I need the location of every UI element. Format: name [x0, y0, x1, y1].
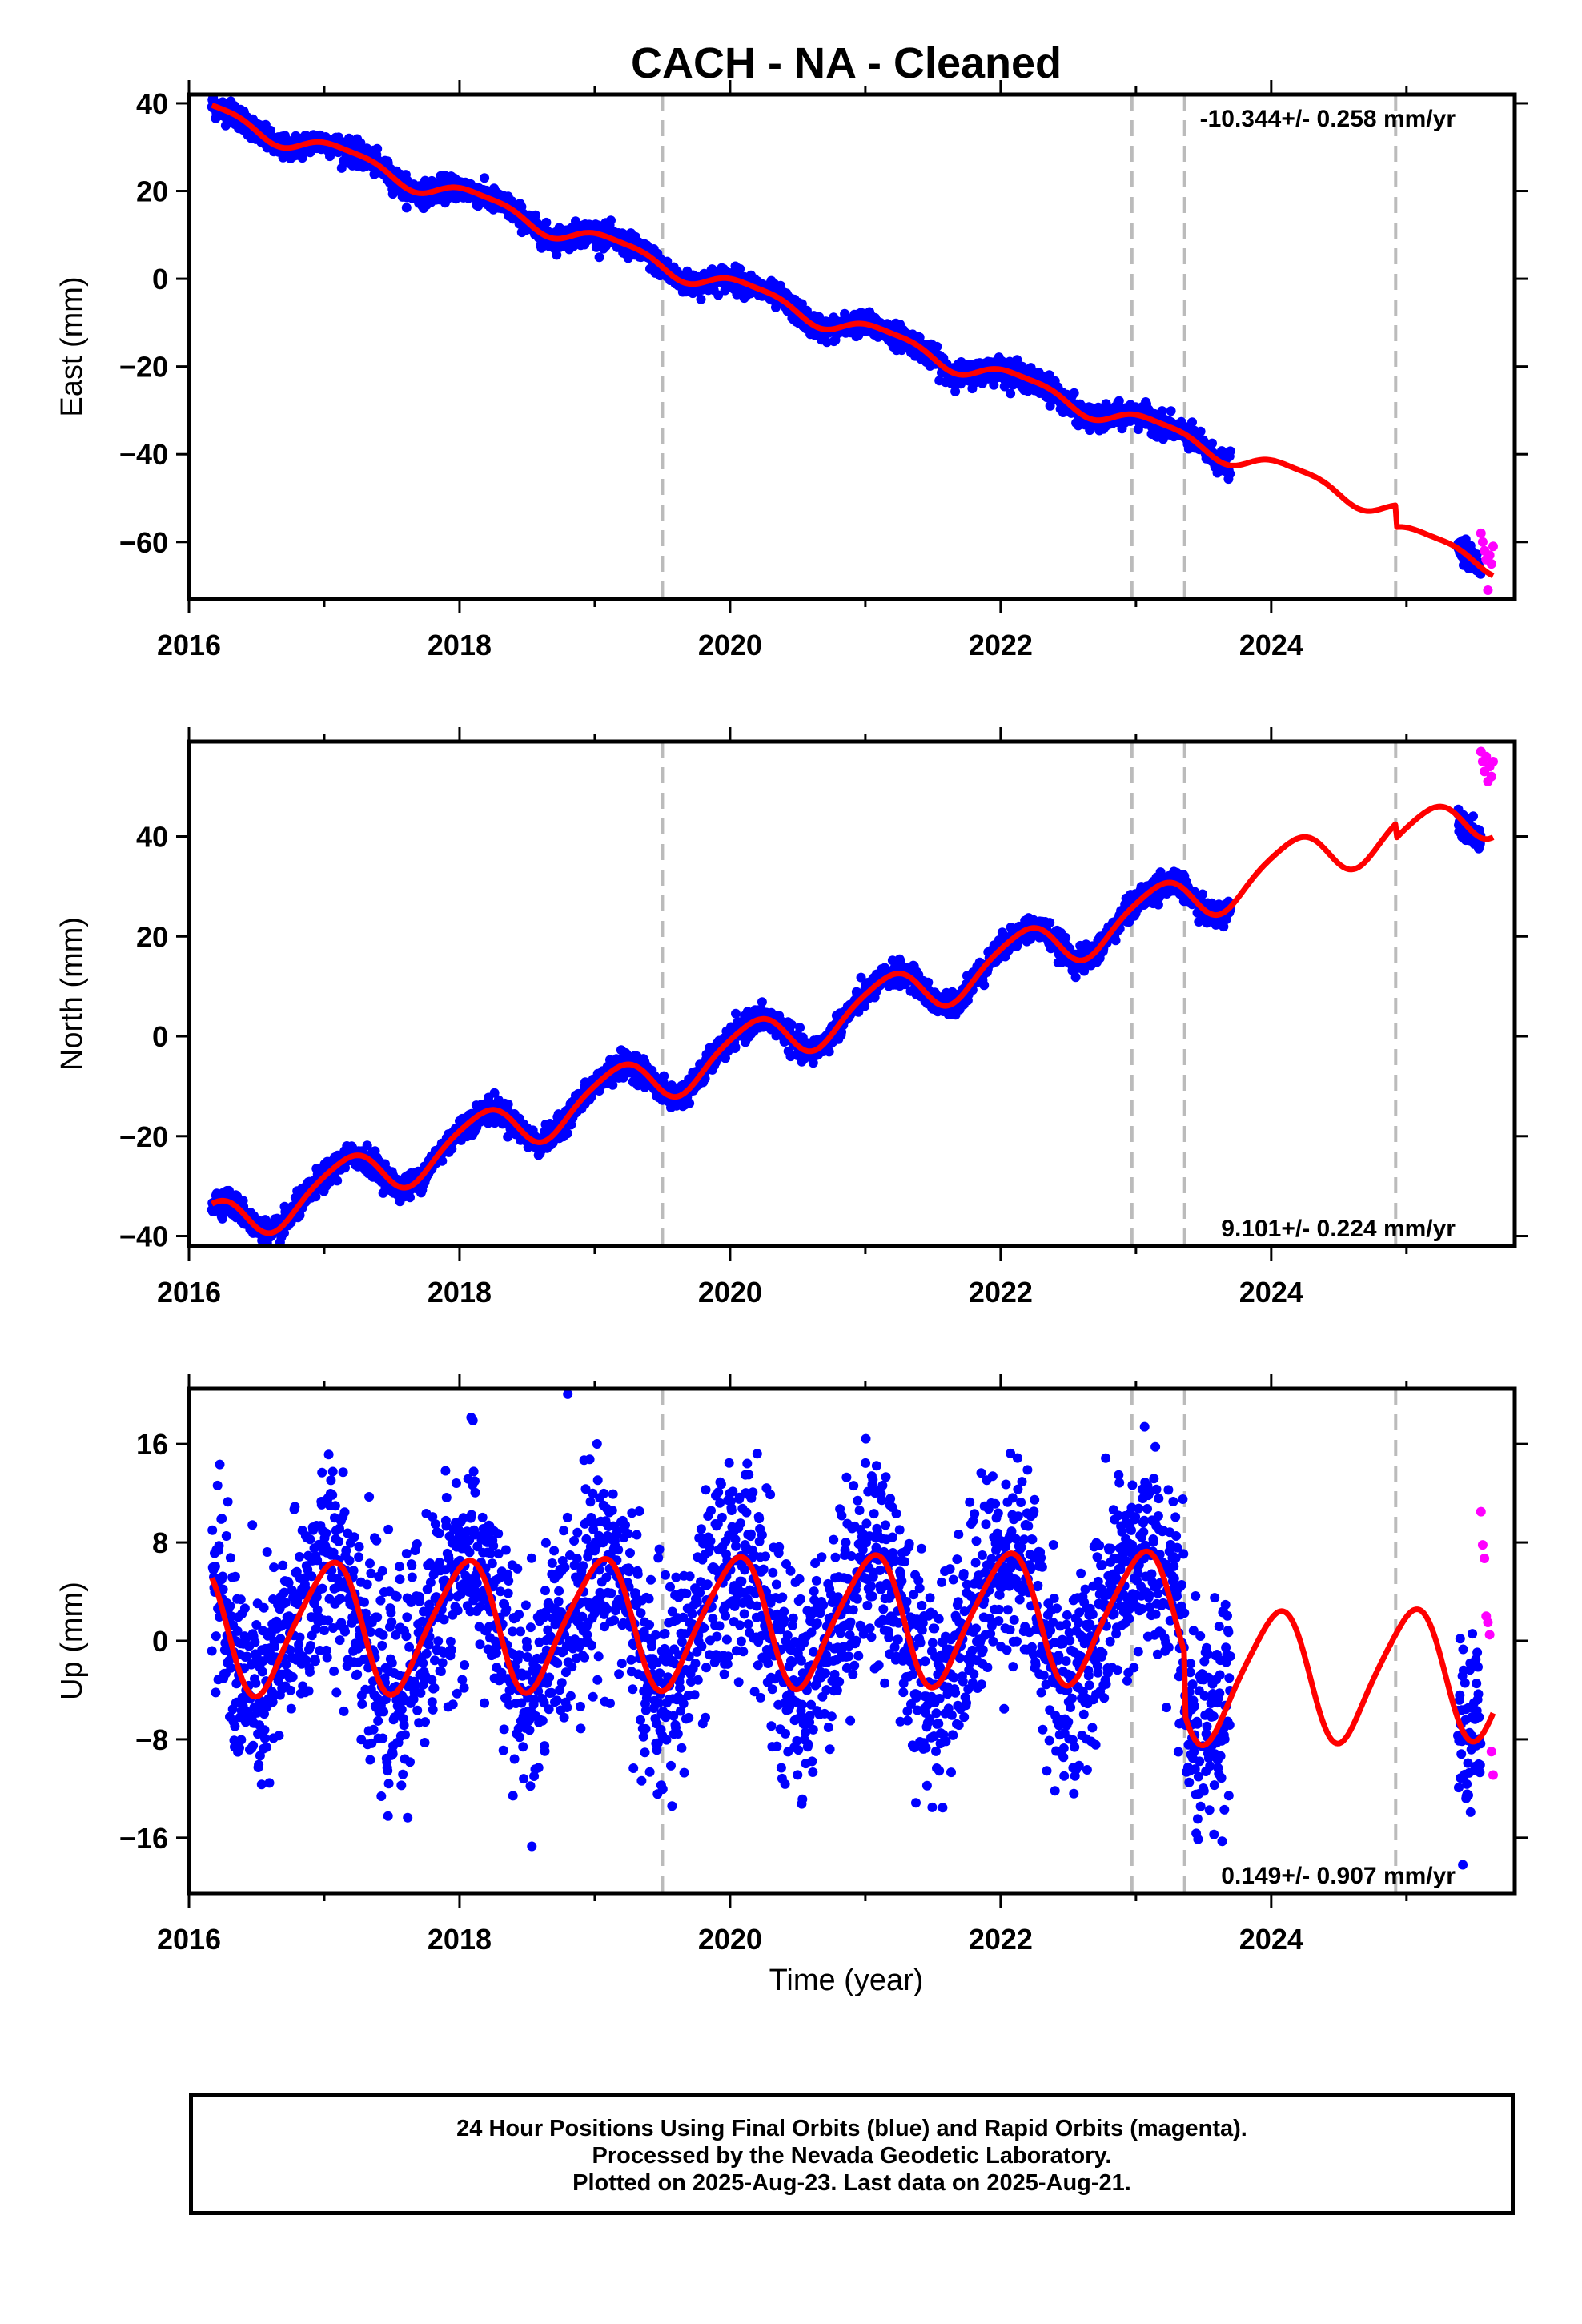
- final-orbit-point: [340, 1163, 350, 1173]
- final-orbit-point: [437, 1156, 448, 1166]
- final-orbit-point: [808, 1058, 818, 1068]
- final-orbit-point: [405, 1192, 415, 1203]
- final-orbit-point: [503, 1099, 513, 1109]
- final-orbit-point: [731, 1008, 741, 1019]
- east-panel: 2016 2018 2020 2022 2024 −60 −40 −20 0 20 40 East (…: [55, 80, 1528, 661]
- final-orbit-point: [989, 380, 999, 390]
- y-tick-label: 20: [136, 175, 168, 208]
- final-orbit-point: [265, 125, 275, 135]
- final-orbit-point: [594, 252, 604, 263]
- final-orbit-point: [1187, 417, 1197, 428]
- x-tick-label: 2018: [428, 629, 492, 661]
- final-orbit-point: [853, 330, 864, 340]
- plot-frame: [187, 92, 1517, 601]
- plot-area: [207, 94, 1498, 596]
- x-tick-label: 2022: [969, 629, 1033, 661]
- final-orbit-point: [444, 193, 454, 203]
- final-orbit-point: [797, 299, 807, 309]
- y-tick-label: −20: [119, 351, 168, 384]
- model-fit-line: [211, 102, 1495, 579]
- final-orbit-point: [1045, 400, 1055, 411]
- y-tick-label: 40: [136, 87, 168, 120]
- final-orbit-point: [950, 386, 961, 396]
- final-orbit-point: [979, 980, 990, 991]
- rapid-orbit-point: [1476, 528, 1486, 538]
- y-axis-label: East (mm): [55, 276, 89, 416]
- rapid-orbit-point: [1488, 541, 1498, 552]
- final-orbit-point: [713, 290, 724, 300]
- final-orbit-point: [662, 256, 673, 267]
- y-tick-label: −40: [119, 438, 168, 471]
- final-orbit-point: [932, 341, 942, 352]
- final-orbit-point: [541, 217, 552, 227]
- x-tick-label: 2020: [698, 629, 762, 661]
- final-orbit-point: [608, 1080, 618, 1090]
- final-orbit-point: [503, 1132, 513, 1142]
- final-orbit-point: [786, 1019, 797, 1030]
- final-orbit-point: [1225, 446, 1235, 456]
- final-orbit-point: [606, 215, 616, 226]
- final-orbit-point: [1207, 438, 1217, 448]
- final-orbit-point: [279, 1228, 289, 1238]
- final-orbit-point: [923, 977, 934, 987]
- final-orbit-point: [332, 1176, 343, 1186]
- rate-annotation: -10.344+/- 0.258 mm/yr: [1200, 106, 1456, 132]
- rapid-orbit-point: [1483, 585, 1493, 596]
- final-orbit-point: [1225, 468, 1235, 479]
- final-orbit-point: [372, 143, 383, 154]
- final-orbit-point: [401, 203, 412, 213]
- final-orbit-point: [562, 1128, 572, 1139]
- final-orbit-point: [552, 250, 562, 260]
- y-tick-label: 0: [152, 263, 168, 296]
- final-orbit-point: [824, 1047, 834, 1057]
- figure-title: CACH - NA - Cleaned: [631, 39, 1062, 87]
- x-tick-label: 2016: [157, 629, 221, 661]
- rapid-orbit-point: [1484, 550, 1495, 561]
- final-orbit-point: [362, 1140, 372, 1151]
- final-orbit-point: [1069, 388, 1079, 398]
- y-tick-label: −60: [119, 526, 168, 559]
- final-orbit-point: [735, 263, 745, 274]
- x-tick-label: 2024: [1239, 629, 1303, 661]
- final-orbit-point: [795, 1023, 805, 1033]
- final-orbit-point: [489, 1088, 500, 1098]
- final-orbit-point: [1166, 406, 1176, 416]
- final-orbit-point: [685, 1098, 695, 1108]
- plot-area: [207, 746, 1498, 1246]
- final-orbit-point: [696, 294, 706, 304]
- final-orbit-point: [480, 173, 490, 183]
- final-orbit-point: [821, 337, 832, 348]
- final-orbit-point: [856, 972, 866, 983]
- final-orbit-point: [1195, 426, 1206, 436]
- final-orbit-point: [1114, 396, 1124, 406]
- final-orbit-point: [217, 1213, 227, 1224]
- final-orbit-point: [447, 1144, 457, 1154]
- rapid-orbit-point: [1477, 537, 1488, 547]
- final-orbit-point: [757, 997, 767, 1007]
- rapid-orbit-point: [1486, 559, 1496, 569]
- final-orbit-point: [336, 163, 347, 173]
- final-orbit-point: [730, 1042, 741, 1052]
- final-orbit-point: [659, 1071, 669, 1081]
- final-orbit-point: [1006, 388, 1016, 399]
